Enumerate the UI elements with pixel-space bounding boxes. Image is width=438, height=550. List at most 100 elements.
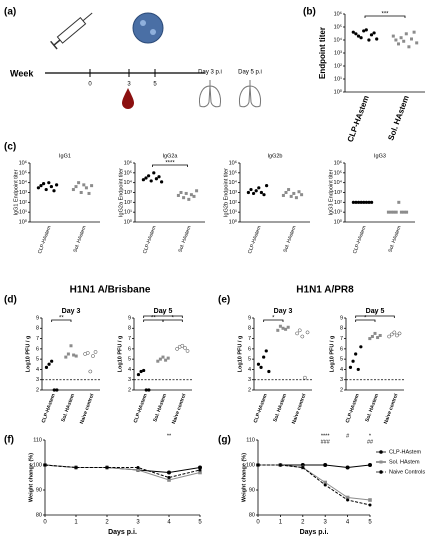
- data-point: [154, 177, 158, 181]
- x-tick-label: CLP-HAstem: [133, 393, 149, 424]
- x-tick-label: Sol. HAstem: [72, 225, 87, 253]
- data-point: [394, 210, 398, 214]
- y-tick-label: 10⁵: [229, 169, 237, 176]
- data-point: [386, 210, 390, 214]
- chart: 80 90 100 110 Weight change (%) 0 1 2 3 4 5 Days p.…: [241, 433, 425, 535]
- data-point: [370, 335, 374, 339]
- y-tick-label: 10⁶: [334, 159, 342, 166]
- panel-label: (f): [4, 435, 14, 446]
- data-point: [142, 368, 146, 373]
- y-tick-label: 6: [128, 346, 131, 352]
- x-tick-label: 1: [279, 520, 283, 526]
- y-tick-label: 8: [128, 326, 131, 332]
- data-point: [356, 34, 361, 38]
- x-tick-label: Sol. HAstem: [60, 393, 76, 423]
- y-tick-label: 10¹: [19, 210, 27, 216]
- chart: 80 90 100 110 Weight change (%) 0 1 2 3 4 5 Days p.…: [28, 433, 202, 535]
- data-point: [323, 463, 328, 467]
- chart-title: IgG2a: [163, 153, 179, 159]
- y-axis-label: IgG2b Endpoint titer: [223, 168, 229, 217]
- group-title: H1N1 A/Brisbane: [70, 285, 151, 296]
- y-tick-label: 10⁵: [19, 169, 27, 176]
- data-point: [281, 326, 285, 330]
- x-tick-label: 0: [256, 520, 260, 526]
- data-point: [287, 188, 291, 192]
- data-point: [351, 359, 355, 363]
- panel-label: (c): [4, 142, 16, 153]
- data-point: [141, 178, 145, 182]
- y-axis-label: IgG3 Endpoint titer: [328, 169, 334, 215]
- data-point: [47, 362, 51, 366]
- data-point: [415, 41, 419, 45]
- data-point: [147, 174, 151, 178]
- data-point: [152, 171, 156, 175]
- y-tick-label: 2: [248, 387, 251, 393]
- data-point: [64, 355, 68, 359]
- y-tick-label: 10⁴: [124, 179, 133, 186]
- data-point: [354, 32, 358, 36]
- y-tick-label: 3: [340, 377, 343, 383]
- y-tick-label: 10³: [334, 50, 342, 56]
- data-point: [399, 210, 403, 214]
- virus-icon: [132, 12, 164, 44]
- significance-label: ###: [321, 439, 331, 445]
- data-point: [44, 187, 48, 192]
- significance-bracket: [162, 319, 183, 322]
- lung-icons: [199, 80, 261, 108]
- y-axis-label: Log10 PFU / g: [237, 336, 243, 373]
- y-tick-label: 4: [36, 367, 39, 373]
- data-point: [71, 188, 75, 192]
- week-label: Week: [10, 68, 34, 78]
- data-point: [407, 45, 411, 49]
- data-point: [359, 36, 363, 40]
- syringe-icon: [50, 12, 93, 50]
- data-point: [184, 191, 188, 195]
- data-point: [368, 503, 372, 507]
- y-tick-label: 3: [248, 377, 251, 383]
- y-tick-label: 10⁶: [19, 159, 27, 166]
- data-point: [198, 468, 202, 472]
- data-point: [49, 184, 54, 189]
- significance-label: *: [364, 316, 367, 322]
- data-point: [399, 36, 403, 40]
- data-point: [376, 336, 380, 340]
- data-point: [397, 42, 400, 46]
- y-tick-label: 10²: [229, 200, 237, 206]
- data-point: [402, 39, 406, 43]
- x-tick-label: 4: [346, 520, 350, 526]
- chart: 2 3 4 5 6 7 8 9 Log10 PFU / g Day 3 CLP-HAstem Sol.…: [25, 308, 100, 425]
- y-axis-label: IgG2a Endpoint titer: [118, 168, 124, 217]
- data-point: [252, 191, 256, 196]
- data-point: [348, 365, 353, 369]
- data-point: [351, 30, 355, 34]
- data-point: [42, 182, 46, 186]
- data-point: [362, 200, 366, 204]
- x-tick-label: 1: [74, 520, 78, 526]
- significance-label: #: [346, 433, 350, 439]
- y-axis-label: Endpoint titer: [318, 27, 327, 79]
- series-line: [258, 464, 371, 501]
- x-tick-label: Sol. HAstem: [387, 225, 402, 253]
- y-tick-label: 5: [340, 357, 343, 363]
- data-point: [156, 359, 160, 363]
- data-point: [295, 331, 299, 336]
- x-tick-label: CLP-HAstem: [41, 393, 57, 424]
- y-tick-label: 10⁰: [334, 88, 343, 95]
- blood-drop-icon: [122, 88, 134, 109]
- data-point: [387, 334, 391, 339]
- significance-bracket: [152, 164, 188, 167]
- y-tick-label: 10⁵: [334, 23, 342, 30]
- data-point: [82, 183, 86, 187]
- y-tick-label: 10²: [334, 63, 342, 69]
- data-point: [176, 193, 180, 197]
- chart-title: Day 5: [154, 308, 173, 315]
- y-tick-label: 90: [36, 487, 42, 493]
- data-point: [74, 185, 78, 189]
- y-tick-label: 9: [128, 315, 131, 321]
- x-tick-label: 4: [167, 520, 171, 526]
- y-tick-label: 10³: [334, 190, 342, 196]
- data-point: [157, 175, 161, 179]
- data-point: [79, 191, 83, 194]
